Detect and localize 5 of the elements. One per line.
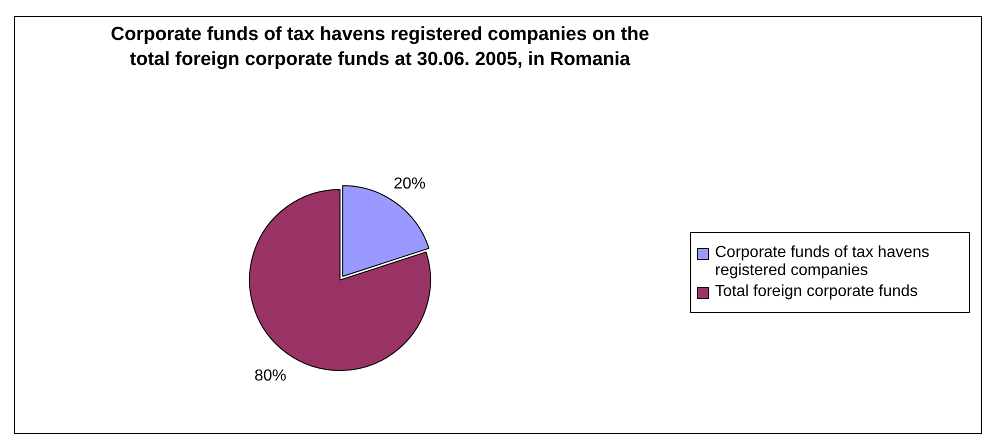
legend-label: Corporate funds of tax havens registered companies	[715, 244, 930, 280]
data-label: 20%	[394, 176, 426, 193]
legend-label: Total foreign corporate funds	[715, 283, 918, 301]
chart-title: Corporate funds of tax havens registered companies on the total foreign corporate funds at 30.06. 2005, in Romania	[110, 23, 650, 72]
data-label: 80%	[254, 367, 286, 384]
